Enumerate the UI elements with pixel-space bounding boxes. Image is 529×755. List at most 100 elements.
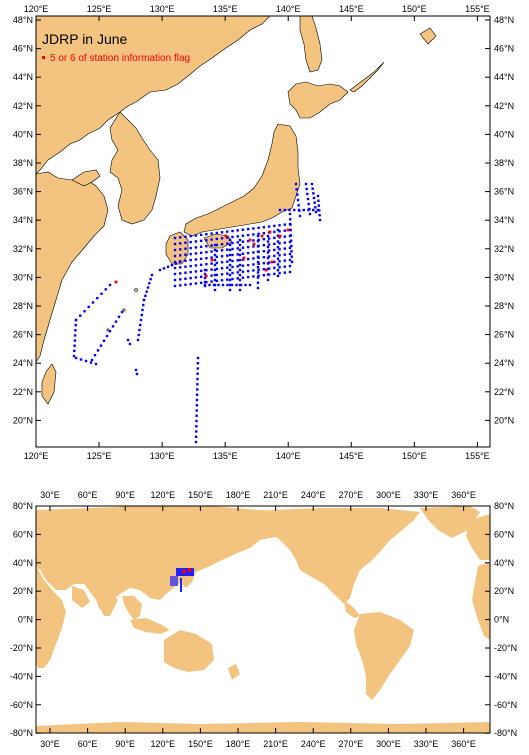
station-marker [283,223,286,226]
world-lon-label-top: 120°E [150,490,175,500]
station-marker [267,255,271,258]
station-marker [288,258,292,262]
world-lat-label-right: -20°N [494,643,517,653]
station-marker [203,280,207,284]
station-marker [170,264,174,267]
station-marker [179,272,182,275]
station-marker [283,253,286,256]
flagged-station-marker [286,228,290,232]
station-marker [231,253,234,257]
station-marker [262,261,266,265]
station-marker [162,267,166,270]
station-marker [189,282,192,286]
station-marker [73,339,77,342]
station-marker [220,255,224,258]
station-marker [221,283,225,287]
station-marker [290,255,293,258]
station-marker [213,248,217,252]
station-marker [312,196,316,200]
station-marker [189,252,192,256]
station-marker [278,208,282,212]
lon-label-bottom: 125°E [87,451,112,461]
world-lat-label-right: 20°N [494,586,514,596]
station-marker [296,198,300,202]
station-marker [244,283,247,287]
station-marker [317,199,320,202]
station-marker [108,283,112,287]
station-marker [213,283,217,287]
station-marker [173,266,177,270]
station-marker [213,263,217,267]
station-marker [256,281,260,284]
world-lat-label-left: -20°N [10,643,33,653]
station-marker [273,230,276,234]
lon-label-top: 145°E [339,4,364,14]
station-marker [195,398,199,402]
lat-label-right: 34°N [494,215,514,225]
station-marker [135,372,139,376]
station-marker [256,245,260,248]
world-lon-label-bottom: 300°E [376,739,401,749]
lat-label-right: 24°N [494,358,514,368]
legend-label: 5 or 6 of station information flag [50,53,190,64]
station-marker [179,266,182,269]
station-marker [246,257,250,261]
station-marker [246,275,250,279]
station-marker [283,235,286,238]
station-marker [139,323,142,327]
station-marker [278,242,281,245]
lon-label-bottom: 150°E [402,451,427,461]
world-station-markers [170,568,194,592]
station-marker [104,288,107,291]
lat-label-right: 46°N [494,44,514,54]
station-marker [205,244,208,248]
station-marker [288,252,292,256]
lon-label-bottom: 120°E [24,451,49,461]
station-marker [278,260,281,263]
flagged-station-marker [260,234,264,238]
station-marker [196,388,199,391]
flagged-station-marker [204,274,208,278]
station-marker [117,315,121,318]
station-marker [231,241,234,245]
lat-label-right: 42°N [494,101,514,111]
world-lon-label-top: 30°E [40,490,60,500]
station-marker [196,356,200,360]
station-marker [215,243,219,247]
station-marker [298,214,302,218]
lon-label-top: 135°E [213,4,238,14]
flagged-station-marker [252,242,256,246]
station-marker [236,235,239,238]
world-lat-label-left: -60°N [10,700,33,710]
station-marker [235,283,238,287]
station-marker [205,268,208,272]
kamchatka-tip [419,27,437,45]
station-marker [276,263,280,266]
map-ticks: 120°E 120°E 125°E 125°E 130°E 130°E 135°E 135°E… [13,4,514,461]
station-marker [278,266,281,269]
station-marker [189,234,192,238]
station-marker [184,283,187,286]
station-marker [166,265,170,268]
station-marker [184,271,187,274]
flagged-station-marker [248,238,252,242]
station-marker [194,240,198,243]
lat-label-left: 26°N [13,330,33,340]
station-marker [173,260,177,264]
station-marker [288,264,292,268]
station-marker [228,263,232,267]
station-marker [262,255,266,259]
station-marker [288,246,292,250]
station-marker [196,377,199,381]
station-marker [256,266,260,269]
world-lon-label-bottom: 210°E [263,739,288,749]
flagged-station-marker [278,234,282,238]
world-map-ticks: 30°E 30°E 60°E 60°E 90°E 90°E 120°E 120°E 150°E 1… [10,490,517,749]
station-marker [267,237,271,240]
station-marker [273,254,276,258]
station-marker [257,274,260,278]
station-marker [179,236,182,239]
station-marker [173,242,177,246]
world-lat-label-right: -40°N [494,671,517,681]
station-marker [210,268,213,271]
